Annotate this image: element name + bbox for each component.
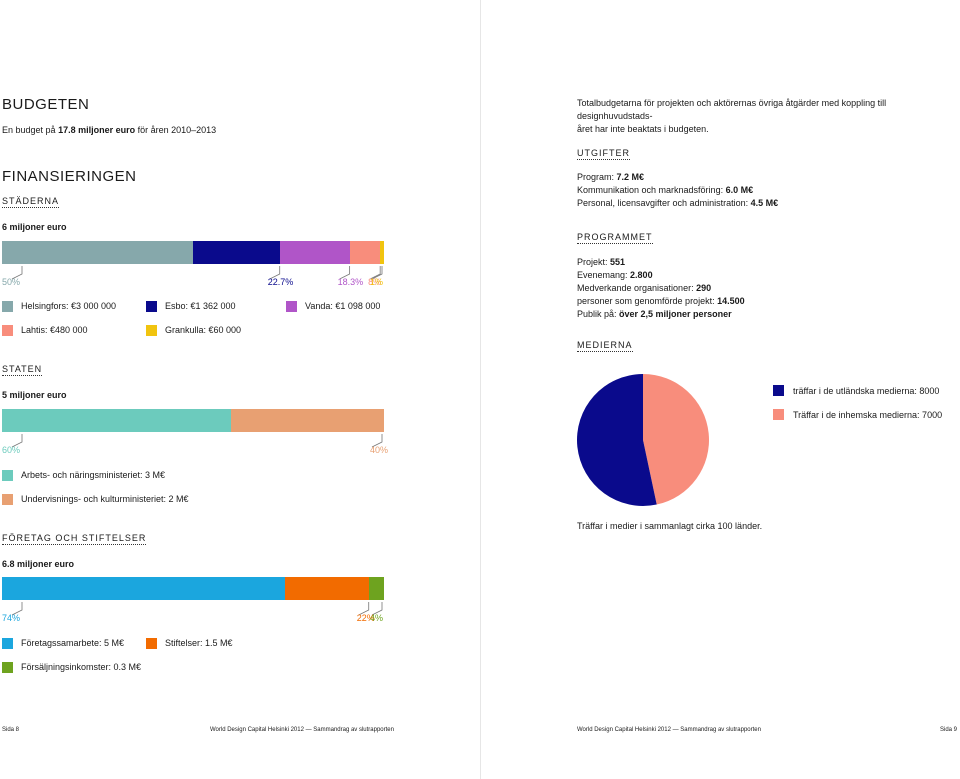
- expenses-list: Program: 7.2 M€ Kommunikation och markna…: [577, 171, 778, 210]
- intro-text: Totalbudgetarna för projekten och aktöre…: [577, 98, 887, 134]
- legend-label-undervisnings: Undervisnings- och kulturministeriet: 2 …: [21, 494, 189, 504]
- expense-row: Program: 7.2 M€: [577, 172, 645, 182]
- pointer-grankulla: [371, 266, 383, 280]
- bar-segment-foretag: [2, 577, 285, 600]
- pct-label-foretag: 74%: [2, 613, 21, 623]
- program-row: personer som genomförde projekt: 14.500: [577, 296, 745, 306]
- expense-row: Kommunikation och marknadsföring: 6.0 M€: [577, 185, 754, 195]
- pct-label-undervisnings: 40%: [370, 445, 389, 455]
- legend-label-stiftelser: Stiftelser: 1.5 M€: [165, 638, 233, 648]
- legend-label-forsaljning: Försäljningsinkomster: 0.3 M€: [21, 662, 142, 672]
- bar-segment-helsingfors: [2, 241, 193, 264]
- pointer-esbo: [269, 266, 281, 280]
- legend-swatch-esbo: [146, 301, 157, 312]
- pointer-lahtis: [370, 266, 381, 280]
- budget-title: BUDGETEN: [2, 96, 90, 113]
- legend-swatch-foretag: [2, 638, 13, 649]
- company-pointers: [11, 602, 383, 616]
- bar-segment-grankulla: [380, 241, 384, 264]
- legend-label-domestic: Träffar i de inhemska medierna: 7000: [793, 410, 943, 420]
- cities-pointers: [11, 266, 383, 280]
- legend-swatch-grankulla: [146, 325, 157, 336]
- legend-swatch-arbets: [2, 470, 13, 481]
- legend-label-arbets: Arbets- och näringsministeriet: 3 M€: [21, 470, 166, 480]
- legend-swatch-domestic: [773, 409, 784, 420]
- legend-swatch-vanda: [286, 301, 297, 312]
- legend-label-foretag: Företagssamarbete: 5 M€: [21, 638, 125, 648]
- pct-label-grankulla: 1%: [370, 277, 384, 287]
- expense-row: Personal, licensavgifter och administrat…: [577, 198, 779, 208]
- program-row: Projekt: 551: [577, 257, 626, 267]
- expenses-heading: UTGIFTER: [577, 148, 630, 160]
- pct-label-esbo: 22.7%: [267, 277, 294, 287]
- bar-segment-arbets: [2, 409, 232, 432]
- legend-label-foreign: träffar i de utländska medierna: 8000: [793, 386, 940, 396]
- bar-segment-esbo: [193, 241, 280, 264]
- legend-swatch-stiftelser: [146, 638, 157, 649]
- legend-swatch-lahtis: [2, 325, 13, 336]
- footer-page-left: Sida 8: [2, 727, 20, 733]
- company-heading: FÖRETAG OCH STIFTELSER: [2, 533, 147, 545]
- pointer-stiftelser: [358, 602, 370, 616]
- footer-page-right: Sida 9: [940, 727, 958, 733]
- legend-label-vanda: Vanda: €1 098 000: [305, 301, 381, 311]
- program-row: Publik på: över 2,5 miljoner personer: [577, 309, 732, 319]
- cities-total: 6 miljoner euro: [2, 222, 67, 232]
- state-total: 5 miljoner euro: [2, 390, 67, 400]
- pointer-forsaljning: [371, 602, 383, 616]
- legend-swatch-forsaljning: [2, 662, 13, 673]
- program-heading: PROGRAMMET: [577, 232, 653, 244]
- pct-label-arbets: 60%: [2, 445, 21, 455]
- footer-title-right: World Design Capital Helsinki 2012 — Sam…: [577, 727, 761, 733]
- financing-title: FINANSIERINGEN: [2, 168, 137, 185]
- bar-segment-forsaljning: [368, 577, 384, 600]
- pointer-foretag: [11, 602, 23, 616]
- legend-label-helsingfors: Helsingfors: €3 000 000: [21, 301, 117, 311]
- bar-segment-lahtis: [349, 241, 381, 264]
- legend-swatch-foreign: [773, 385, 784, 396]
- bar-segment-undervisnings: [231, 409, 384, 432]
- media-note: Träffar i medier i sammanlagt cirka 100 …: [577, 521, 763, 531]
- program-row: Evenemang: 2.800: [577, 270, 653, 280]
- page-divider: [480, 0, 481, 779]
- cities-heading: STÄDERNA: [2, 196, 60, 208]
- pie-slice-foreign: [577, 374, 657, 506]
- budget-subtitle: En budget på 17.8 miljoner euro för åren…: [2, 125, 217, 135]
- pointer-vanda: [339, 266, 351, 280]
- pie-slice-domestic: [643, 374, 709, 505]
- legend-label-lahtis: Lahtis: €480 000: [21, 325, 88, 335]
- pct-label-lahtis: 8%: [368, 277, 382, 287]
- footer-title-left: World Design Capital Helsinki 2012 — Sam…: [210, 727, 394, 733]
- bar-segment-vanda: [279, 241, 350, 264]
- legend-swatch-undervisnings: [2, 494, 13, 505]
- program-list: Projekt: 551 Evenemang: 2.800 Medverkand…: [577, 256, 745, 321]
- pointer-undervisnings: [371, 434, 383, 448]
- state-heading: STATEN: [2, 364, 43, 376]
- media-heading: MEDIERNA: [577, 340, 633, 352]
- legend-label-esbo: Esbo: €1 362 000: [165, 301, 236, 311]
- pointer-helsingfors: [11, 266, 23, 280]
- state-pointers: [11, 434, 383, 448]
- bar-segment-stiftelser: [284, 577, 369, 600]
- pct-label-stiftelser: 22%: [356, 613, 375, 623]
- pointer-arbets: [11, 434, 23, 448]
- pct-label-helsingfors: 50%: [2, 277, 21, 287]
- company-total: 6.8 miljoner euro: [2, 559, 75, 569]
- pct-label-vanda: 18.3%: [337, 277, 364, 287]
- legend-label-grankulla: Grankulla: €60 000: [165, 325, 242, 335]
- legend-swatch-helsingfors: [2, 301, 13, 312]
- program-row: Medverkande organisationer: 290: [577, 283, 712, 293]
- media-pie-chart: [577, 374, 709, 506]
- pct-label-forsaljning: 4%: [370, 613, 384, 623]
